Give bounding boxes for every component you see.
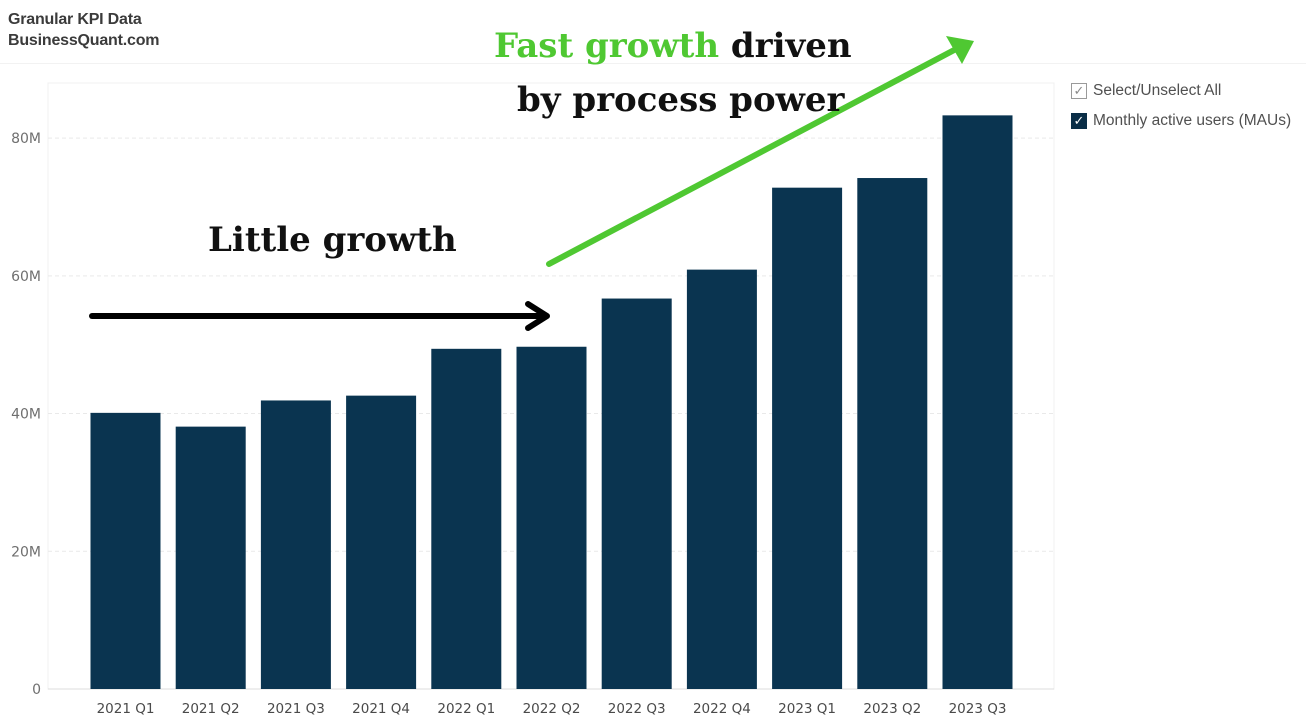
x-tick-label: 2023 Q1 <box>778 701 836 717</box>
x-tick-label: 2023 Q3 <box>949 701 1007 717</box>
x-tick-label: 2021 Q4 <box>352 701 410 717</box>
annotation-fast-growth-highlight: Fast growth <box>494 26 720 66</box>
y-tick-label: 0 <box>32 682 41 698</box>
bar <box>942 115 1013 689</box>
y-tick-label: 40M <box>11 407 41 423</box>
bar <box>260 400 331 689</box>
select-all-label[interactable]: Select/Unselect All <box>1093 82 1222 99</box>
annotation-fast-growth-line1: Fast growth driven <box>494 26 852 66</box>
brand-site: BusinessQuant.com <box>8 32 160 49</box>
legend-item-maus[interactable]: ✓ Monthly active users (MAUs) <box>1071 106 1291 136</box>
x-tick-label: 2022 Q3 <box>608 701 666 717</box>
brand-block: Granular KPI Data BusinessQuant.com <box>8 9 160 51</box>
bar <box>431 348 502 689</box>
maus-label[interactable]: Monthly active users (MAUs) <box>1093 112 1292 129</box>
bar <box>857 178 928 690</box>
green-arrow-line <box>546 45 961 267</box>
annotation-little-growth: Little growth <box>208 220 457 260</box>
x-tick-label: 2021 Q3 <box>267 701 325 717</box>
green-arrow-head <box>946 36 974 64</box>
bar <box>346 395 417 689</box>
y-tick-label: 80M <box>11 131 41 147</box>
bar <box>90 412 161 689</box>
bar <box>516 346 587 689</box>
annotation-fast-growth-line2: by process power <box>517 80 845 120</box>
x-tick-label: 2022 Q2 <box>523 701 581 717</box>
black-arrow-head <box>525 301 550 331</box>
x-tick-label: 2023 Q2 <box>863 701 921 717</box>
x-tick-label: 2021 Q2 <box>182 701 240 717</box>
header-divider <box>0 63 1306 64</box>
bar <box>686 269 757 689</box>
bar <box>772 187 843 689</box>
maus-checkbox[interactable]: ✓ <box>1071 113 1087 129</box>
select-all-toggle[interactable]: ✓ Select/Unselect All <box>1071 76 1291 106</box>
legend: ✓ Select/Unselect All ✓ Monthly active u… <box>1071 76 1291 136</box>
brand-title: Granular KPI Data <box>8 11 142 28</box>
select-all-checkbox[interactable]: ✓ <box>1071 83 1087 99</box>
x-tick-label: 2022 Q1 <box>437 701 495 717</box>
x-tick-label: 2022 Q4 <box>693 701 751 717</box>
bar <box>175 426 246 689</box>
x-tick-label: 2021 Q1 <box>97 701 155 717</box>
bar <box>601 298 672 689</box>
y-tick-label: 20M <box>11 544 41 560</box>
y-tick-label: 60M <box>11 269 41 285</box>
annotation-driven: driven <box>719 26 852 66</box>
